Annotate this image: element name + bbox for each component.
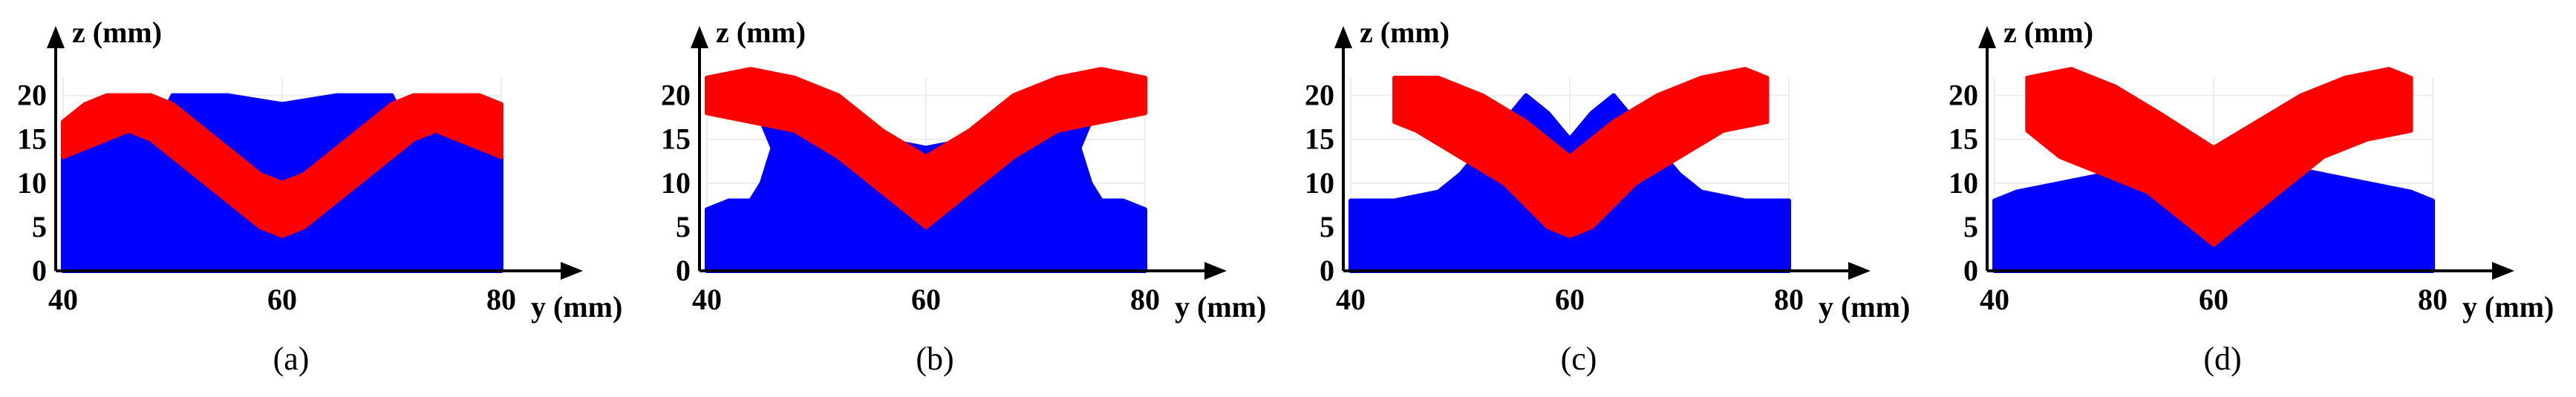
- panel-caption: (a): [273, 341, 310, 377]
- y-tick-label: 20: [17, 79, 47, 112]
- x-axis-arrow: [2492, 262, 2514, 280]
- y-tick-label: 15: [17, 122, 47, 156]
- y-axis-arrow: [1334, 26, 1352, 48]
- x-axis-arrow: [1848, 262, 1871, 280]
- deposit-region: [2025, 67, 2413, 247]
- y-tick-label: 10: [1949, 166, 1978, 200]
- deposit-region: [61, 93, 503, 238]
- y-axis-arrow: [1978, 26, 1996, 48]
- x-axis-arrow: [561, 262, 583, 280]
- y-axis-title: z (mm): [72, 16, 162, 49]
- x-tick-label: 40: [48, 283, 78, 316]
- y-tick-label: 10: [661, 166, 691, 200]
- x-tick-label: 60: [1555, 283, 1585, 316]
- x-axis-title: y (mm): [1175, 290, 1266, 324]
- x-tick-label: 60: [2199, 283, 2228, 316]
- y-tick-label: 5: [1963, 210, 1978, 243]
- x-tick-label: 60: [911, 283, 941, 316]
- y-tick-label: 20: [1305, 79, 1334, 112]
- y-axis-arrow: [691, 26, 708, 48]
- x-tick-label: 80: [2418, 283, 2448, 316]
- x-tick-label: 40: [1336, 283, 1366, 316]
- y-axis-title: z (mm): [2003, 16, 2093, 49]
- chart-panel: 0 5 10 15 20 40 60 80 z (mm) y (mm) (a): [17, 16, 622, 377]
- x-axis-arrow: [1204, 262, 1227, 280]
- x-axis-title: y (mm): [531, 290, 622, 324]
- y-tick-label: 10: [17, 166, 47, 200]
- y-tick-label: 20: [661, 79, 691, 112]
- y-tick-label: 0: [1320, 254, 1334, 287]
- x-axis-title: y (mm): [2462, 290, 2554, 324]
- y-tick-label: 10: [1305, 166, 1334, 200]
- panel-caption: (b): [916, 341, 953, 377]
- panel-caption: (d): [2203, 341, 2241, 377]
- y-axis-title: z (mm): [1360, 16, 1450, 49]
- y-tick-label: 0: [676, 254, 691, 287]
- x-tick-label: 60: [267, 283, 297, 316]
- chart-panel: 0 5 10 15 20 40 60 80 z (mm) y (mm) (d): [1949, 16, 2554, 377]
- y-tick-label: 15: [1949, 122, 1978, 156]
- x-tick-label: 40: [1980, 283, 2009, 316]
- y-tick-label: 5: [1320, 210, 1334, 243]
- y-tick-label: 0: [1963, 254, 1978, 287]
- x-axis-title: y (mm): [1819, 290, 1910, 324]
- y-tick-label: 15: [1305, 122, 1334, 156]
- panel-caption: (c): [1561, 341, 1597, 377]
- x-tick-label: 80: [1774, 283, 1804, 316]
- deposit-region: [705, 67, 1147, 229]
- y-tick-label: 20: [1949, 79, 1978, 112]
- y-axis-title: z (mm): [716, 16, 806, 49]
- deposit-region: [1392, 67, 1770, 238]
- y-tick-label: 15: [661, 122, 691, 156]
- x-tick-label: 80: [1130, 283, 1160, 316]
- y-tick-label: 5: [676, 210, 691, 243]
- chart-panel: 0 5 10 15 20 40 60 80 z (mm) y (mm) (b): [661, 16, 1266, 377]
- y-tick-label: 0: [32, 254, 47, 287]
- x-tick-label: 80: [486, 283, 516, 316]
- y-tick-label: 5: [32, 210, 47, 243]
- y-axis-arrow: [47, 26, 65, 48]
- chart-panel: 0 5 10 15 20 40 60 80 z (mm) y (mm) (c): [1305, 16, 1910, 377]
- x-tick-label: 40: [692, 283, 722, 316]
